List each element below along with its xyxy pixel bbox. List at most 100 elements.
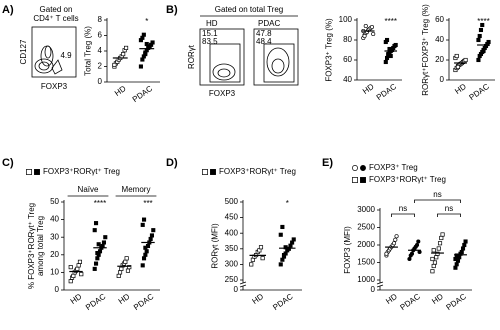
data-point [476,37,481,43]
data-point [77,259,83,264]
y-axis-label: FOXP3 (MFI) [343,226,352,274]
legend-symbol [202,169,208,175]
x-tick-label: PDAC [132,292,156,312]
x-tick-label: HD [250,292,265,306]
flow-plot [199,28,299,86]
legend-symbol [26,169,32,175]
data-point [460,246,466,251]
data-point [394,234,399,239]
data-point [463,57,468,63]
data-point [416,239,421,244]
panel-label: A) [2,4,14,16]
data-point [454,262,459,267]
data-point [280,224,285,230]
data-point [141,217,147,222]
gate-value: 83.5 [202,37,218,46]
data-point [138,64,143,69]
data-point [454,53,459,59]
x-tick-label: PDAC [467,82,491,102]
data-point [478,27,484,33]
data-point [437,241,443,246]
data-point [431,248,436,253]
axis-break [376,281,384,285]
axis-break [239,281,247,285]
legend-symbol [360,165,366,171]
y-tick-label: 0 [234,285,239,294]
legend-symbol [352,165,358,171]
y-tick-label: 300 [225,260,239,269]
data-point [393,237,398,242]
x-tick-label: PDAC [131,84,155,104]
y-tick-label: 450 [225,213,239,222]
data-point [124,256,129,261]
y-tick-label: 2500 [357,223,375,232]
y-tick-label: 4 [98,46,103,55]
data-point [143,52,148,57]
data-point [121,52,126,57]
y-tick-label: 80 [343,35,352,44]
x-tick-label: PDAC [444,292,468,312]
significance: ns [445,204,453,213]
data-point [141,32,146,37]
data-point [432,260,438,265]
group-label: Naïve [78,185,99,194]
data-point [486,39,491,45]
data-point [249,262,254,267]
data-point [93,221,99,226]
y-axis-label: FOXP3⁺ Treg (%) [325,18,334,82]
data-point [92,228,97,233]
flow-plot-name: HD [206,19,218,28]
significance-bracket [437,213,461,217]
data-point [455,64,461,70]
data-point [454,253,459,258]
y-tick-label: 40 [435,35,444,44]
data-point [143,245,148,250]
data-point [388,53,393,59]
data-point [112,62,117,68]
data-point [414,242,420,248]
significance: **** [385,17,397,26]
legend-label: FOXP3⁺RORγt⁺ Treg [219,167,296,176]
data-point [384,37,390,43]
y-tick-label: 40 [343,75,352,84]
gate-value: 47.8 [256,29,272,38]
x-tick-label: HD [113,84,128,98]
data-point [151,228,156,233]
data-point [119,266,124,271]
data-point [477,33,482,39]
significance: **** [477,17,489,26]
data-point [101,240,107,245]
y-tick-label: 1500 [357,258,375,267]
y-tick-label: 400 [225,228,239,237]
data-point [463,239,468,244]
data-point [434,255,439,260]
data-point [68,265,73,270]
data-point [103,235,108,240]
x-tick-label: HD [430,292,445,306]
data-point [143,252,148,257]
legend-label: FOXP3⁺RORγt⁺ Treg [43,167,120,176]
panel-label: E) [322,157,333,169]
data-point [76,263,81,268]
legend-symbol [360,177,366,183]
y-tick-label: 0 [98,77,103,86]
data-point [123,259,128,264]
data-point [393,42,398,48]
data-point [127,265,132,270]
x-tick-label: HD [361,82,376,96]
legend-symbol [352,177,358,183]
axis-break [239,284,247,288]
y-axis-label: Total Treg (%) [84,26,93,76]
y-tick-label: 8 [98,15,103,24]
data-point [278,232,283,237]
data-point [435,251,440,256]
legend-label: FOXP3⁺ Treg [369,163,418,172]
y-tick-label: 20 [50,250,59,259]
y-tick-label: 60 [435,15,444,24]
flow-y-label: CD127 [19,39,28,64]
data-point [125,268,131,273]
data-point [291,237,296,242]
x-tick-label: HD [453,82,468,96]
data-point [384,251,389,256]
